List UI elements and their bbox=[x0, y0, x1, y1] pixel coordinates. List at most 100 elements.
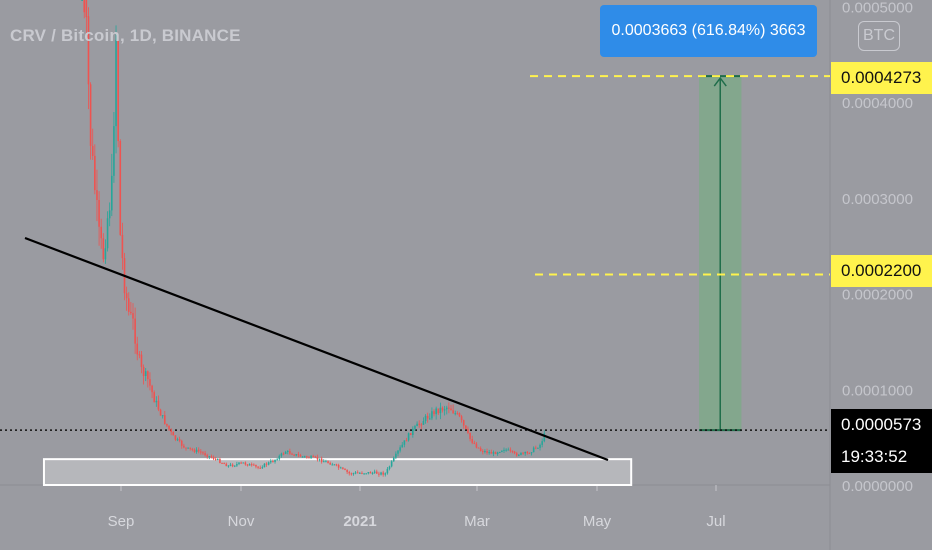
candle-body bbox=[149, 379, 151, 386]
candle-body bbox=[346, 469, 348, 473]
candle-body bbox=[303, 456, 306, 458]
candle-body bbox=[200, 451, 202, 453]
candle-body bbox=[161, 415, 164, 417]
candle-body bbox=[100, 226, 102, 239]
candle-body bbox=[98, 199, 100, 227]
candle-body bbox=[236, 463, 238, 466]
candle-body bbox=[289, 451, 291, 454]
candle-body bbox=[496, 452, 499, 455]
candle-body bbox=[354, 472, 357, 474]
candle-body bbox=[414, 426, 416, 429]
candle-body bbox=[210, 456, 213, 458]
currency-badge[interactable]: BTC bbox=[858, 21, 900, 51]
candle-body bbox=[501, 450, 503, 452]
candle-body bbox=[265, 463, 268, 465]
candle-body bbox=[412, 428, 414, 435]
candle-body bbox=[380, 472, 382, 475]
candle-body bbox=[253, 464, 255, 466]
candle-body bbox=[524, 452, 526, 454]
candle-body bbox=[513, 451, 516, 454]
candle-countdown: 19:33:52 bbox=[831, 441, 932, 473]
candle-body bbox=[378, 473, 380, 475]
candle-body bbox=[312, 456, 314, 458]
candle-body bbox=[365, 473, 367, 475]
candle-body bbox=[445, 407, 448, 410]
candle-body bbox=[108, 210, 111, 219]
candle-body bbox=[314, 456, 317, 458]
candle-body bbox=[537, 447, 539, 449]
candle-body bbox=[121, 234, 124, 259]
y-tick-label: 0.0001000 bbox=[842, 382, 913, 399]
candle-body bbox=[384, 473, 387, 475]
candle-body bbox=[115, 39, 117, 127]
candle-body bbox=[183, 445, 185, 448]
candle-body bbox=[274, 459, 276, 462]
candle-body bbox=[89, 84, 92, 146]
candle-body bbox=[166, 423, 168, 426]
candle-body bbox=[136, 343, 139, 355]
candle-body bbox=[479, 448, 482, 452]
candle-body bbox=[261, 467, 264, 469]
candle-body bbox=[331, 464, 334, 466]
candle-body bbox=[458, 413, 461, 417]
candle-body bbox=[299, 455, 302, 457]
y-tick-label: 0.0005000 bbox=[842, 0, 913, 17]
candle-body bbox=[308, 457, 310, 459]
candle-body bbox=[104, 248, 107, 260]
candle-body bbox=[329, 462, 331, 465]
candle-body bbox=[320, 458, 323, 462]
candle-body bbox=[246, 464, 249, 466]
candle-body bbox=[306, 456, 308, 458]
candle-body bbox=[475, 443, 478, 448]
candle-body bbox=[518, 454, 520, 456]
candle-body bbox=[164, 415, 166, 424]
candle-body bbox=[452, 410, 454, 414]
x-tick-label: 2021 bbox=[343, 513, 376, 530]
candle-body bbox=[238, 462, 240, 464]
candle-body bbox=[176, 439, 179, 441]
candle-body bbox=[191, 448, 194, 450]
candle-body bbox=[401, 444, 404, 448]
candle-body bbox=[214, 458, 217, 460]
candle-body bbox=[240, 462, 242, 464]
candle-body bbox=[471, 439, 473, 443]
candle-body bbox=[242, 462, 245, 464]
candle-body bbox=[420, 424, 423, 426]
candle-body bbox=[456, 413, 459, 415]
candle-body bbox=[132, 313, 134, 319]
candle-body bbox=[272, 461, 274, 463]
candle-body bbox=[439, 407, 442, 414]
candle-body bbox=[348, 472, 351, 474]
candle-body bbox=[153, 392, 155, 403]
candle-body bbox=[111, 175, 113, 211]
candle-body bbox=[494, 452, 497, 455]
candle-body bbox=[155, 400, 158, 403]
candle-body bbox=[278, 455, 281, 460]
descending-trendline bbox=[24, 236, 609, 462]
candle-body bbox=[492, 452, 495, 454]
candle-body bbox=[276, 459, 278, 461]
candle-body bbox=[119, 141, 122, 235]
candle-body bbox=[507, 449, 510, 451]
y-tick-label: 0.0004000 bbox=[842, 95, 913, 112]
candle-body bbox=[151, 385, 153, 393]
candle-body bbox=[454, 413, 457, 415]
candle-body bbox=[532, 447, 535, 453]
candle-body bbox=[528, 452, 531, 454]
candle-body bbox=[106, 218, 109, 249]
candle-body bbox=[323, 461, 325, 463]
candle-body bbox=[515, 453, 518, 456]
candle-body bbox=[257, 466, 259, 468]
candle-body bbox=[395, 453, 397, 458]
candle-body bbox=[477, 447, 480, 449]
candle-body bbox=[397, 450, 399, 454]
candle-body bbox=[87, 16, 90, 85]
candle-body bbox=[255, 464, 257, 467]
symbol-title[interactable]: CRV / Bitcoin, 1D, BINANCE bbox=[10, 26, 241, 45]
candle-body bbox=[117, 39, 119, 142]
candle-body bbox=[144, 371, 147, 376]
candle-body bbox=[390, 461, 393, 467]
candle-body bbox=[356, 472, 359, 474]
